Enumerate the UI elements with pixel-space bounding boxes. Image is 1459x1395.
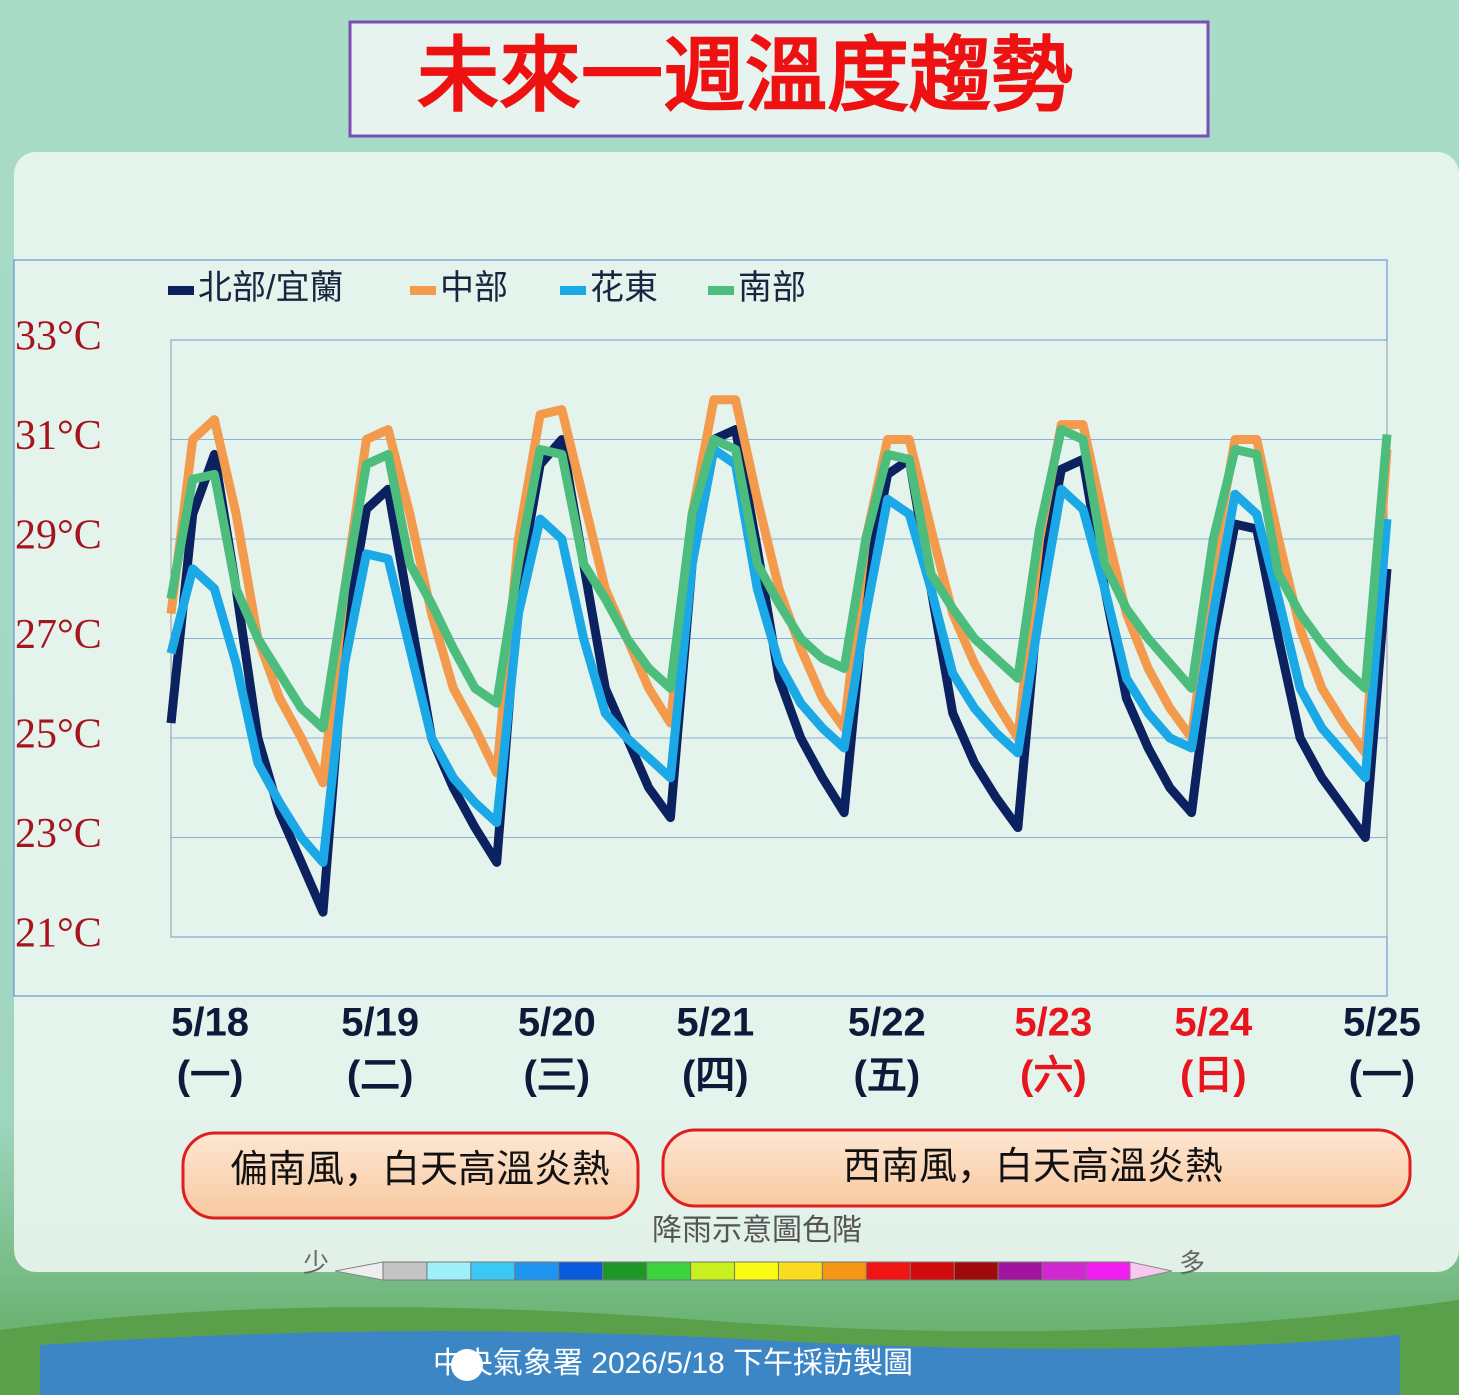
legend-swatch xyxy=(410,286,436,295)
note-box xyxy=(181,1131,640,1220)
rain-color xyxy=(909,1261,955,1281)
rain-color xyxy=(558,1261,604,1281)
x-tick-label: 5/20 xyxy=(518,1001,596,1045)
rain-color xyxy=(690,1261,736,1281)
rain-scale-title: 降雨示意圖色階 xyxy=(652,1214,862,1247)
rain-color xyxy=(734,1261,779,1281)
rain-scale-low: 少 xyxy=(303,1248,329,1278)
x-tick-label: 5/22 xyxy=(848,1001,926,1045)
rain-color xyxy=(470,1261,516,1281)
x-tick-sublabel: (一) xyxy=(177,1054,244,1098)
rain-color xyxy=(514,1261,560,1281)
x-tick-label: 5/18 xyxy=(171,1001,249,1045)
water xyxy=(40,1331,1400,1395)
legend-label: 花東 xyxy=(590,269,658,307)
title-box xyxy=(348,20,1210,138)
legend-swatch xyxy=(560,286,586,295)
x-tick-label: 5/19 xyxy=(341,1001,419,1045)
chart-title: 未來一週溫度趨勢 xyxy=(417,31,1073,122)
legend-label: 中部 xyxy=(440,269,508,307)
panel xyxy=(14,152,1459,1272)
y-tick-label: 31°C xyxy=(15,413,102,459)
y-tick-label: 27°C xyxy=(15,612,102,658)
x-tick-sublabel: (六) xyxy=(1020,1054,1087,1098)
footer: 中央氣象署 2026/5/18 下午採訪製圖 xyxy=(433,1347,913,1380)
x-tick-sublabel: (日) xyxy=(1180,1054,1247,1098)
legend-swatch xyxy=(708,286,734,295)
rain-color xyxy=(1041,1261,1087,1281)
note-box xyxy=(661,1128,1412,1208)
x-tick-sublabel: (二) xyxy=(347,1054,414,1098)
y-tick-label: 21°C xyxy=(15,911,102,957)
x-tick-sublabel: (五) xyxy=(854,1054,921,1098)
legend-label: 北部/宜蘭 xyxy=(198,269,343,307)
series-line xyxy=(166,425,1392,733)
rain-color xyxy=(602,1261,648,1281)
series-line xyxy=(166,444,1392,867)
rain-color xyxy=(997,1261,1043,1281)
rain-color xyxy=(777,1261,823,1281)
y-tick-label: 29°C xyxy=(15,513,102,559)
rain-color xyxy=(646,1261,692,1281)
y-tick-label: 23°C xyxy=(15,811,102,857)
series-line xyxy=(166,395,1392,788)
series-line xyxy=(166,425,1392,917)
note: 偏南風，白天高溫炎熱 xyxy=(230,1149,610,1191)
rain-color xyxy=(426,1261,472,1281)
x-tick-label: 5/21 xyxy=(676,1001,754,1045)
x-tick-sublabel: (三) xyxy=(523,1054,590,1098)
y-tick-label: 33°C xyxy=(15,314,102,360)
x-tick-label: 5/23 xyxy=(1014,1001,1092,1045)
x-tick-label: 5/24 xyxy=(1174,1001,1253,1045)
y-tick-label: 25°C xyxy=(15,712,102,758)
rain-color xyxy=(1085,1261,1131,1281)
logo xyxy=(451,1349,483,1381)
rain-color xyxy=(821,1261,867,1281)
x-tick-sublabel: (四) xyxy=(682,1054,749,1098)
rain-color xyxy=(382,1261,428,1281)
note: 西南風，白天高溫炎熱 xyxy=(843,1146,1223,1188)
scale-arrow xyxy=(1129,1261,1173,1281)
x-tick-sublabel: (一) xyxy=(1349,1054,1416,1098)
legend-label: 南部 xyxy=(738,269,806,307)
x-tick-label: 5/25 xyxy=(1343,1001,1421,1045)
legend-swatch xyxy=(168,286,194,295)
rain-scale-high: 多 xyxy=(1179,1248,1205,1278)
rain-color xyxy=(865,1261,911,1281)
rain-color xyxy=(953,1261,999,1281)
